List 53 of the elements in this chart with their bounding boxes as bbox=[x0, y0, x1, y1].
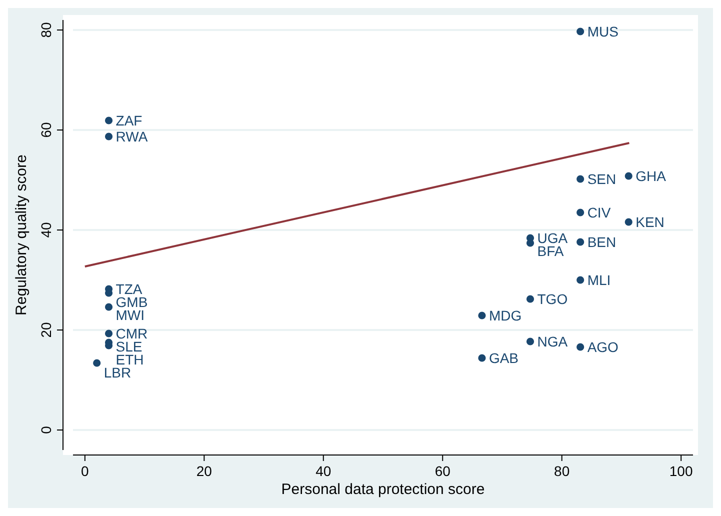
annotation: ZAF bbox=[116, 112, 142, 128]
x-tick-label: 60 bbox=[434, 463, 451, 479]
point bbox=[576, 28, 584, 36]
annotation: GHA bbox=[636, 168, 667, 184]
point bbox=[576, 175, 584, 183]
annotation: GAB bbox=[488, 350, 519, 366]
point bbox=[624, 218, 632, 226]
annotation: BEN bbox=[587, 234, 616, 250]
y-tick-label: 40 bbox=[38, 222, 54, 238]
point bbox=[624, 172, 632, 180]
point bbox=[478, 312, 486, 320]
y-axis-title: Regulatory quality score bbox=[13, 154, 30, 316]
y-tick-label: 80 bbox=[38, 22, 54, 38]
point bbox=[104, 330, 113, 338]
x-tick-label: 20 bbox=[196, 463, 212, 479]
annotation: MLI bbox=[587, 272, 611, 288]
annotation: SEN bbox=[587, 171, 616, 187]
annotation: GMB bbox=[116, 294, 148, 310]
point bbox=[576, 276, 584, 284]
y-tick-label: 60 bbox=[38, 122, 54, 138]
y-tick-label: 0 bbox=[38, 426, 54, 434]
annotation: LBR bbox=[104, 364, 132, 380]
x-tick-label: 80 bbox=[554, 463, 570, 479]
point bbox=[93, 359, 101, 367]
point bbox=[104, 303, 113, 311]
x-tick-label: 100 bbox=[669, 463, 693, 479]
x-tick-label: 40 bbox=[316, 463, 332, 479]
annotation: CMR bbox=[116, 326, 148, 342]
annotation: MUS bbox=[587, 24, 618, 40]
annotation: ETH bbox=[116, 352, 144, 368]
point bbox=[104, 132, 113, 140]
point bbox=[576, 343, 584, 351]
point bbox=[478, 354, 486, 362]
annotation: SLE bbox=[116, 338, 142, 354]
point bbox=[576, 208, 584, 216]
point bbox=[526, 295, 534, 303]
x-tick-label: 0 bbox=[81, 463, 90, 479]
annotation: TZA bbox=[116, 281, 143, 297]
x-axis-title: Personal data protection score bbox=[281, 481, 485, 498]
annotation: KEN bbox=[636, 214, 664, 230]
annotation: MWI bbox=[116, 307, 145, 323]
annotation: TGO bbox=[537, 291, 568, 307]
annotation: CIV bbox=[587, 204, 612, 220]
point bbox=[576, 238, 584, 246]
point bbox=[526, 338, 534, 346]
annotation: MDG bbox=[488, 308, 522, 324]
annotation: RWA bbox=[116, 128, 148, 144]
point bbox=[104, 116, 113, 124]
annotation: UGA bbox=[537, 230, 568, 246]
annotation: BFA bbox=[537, 243, 564, 259]
y-tick-label: 20 bbox=[38, 322, 54, 338]
annotation: NGA bbox=[537, 334, 568, 350]
annotation: AGO bbox=[587, 339, 619, 355]
